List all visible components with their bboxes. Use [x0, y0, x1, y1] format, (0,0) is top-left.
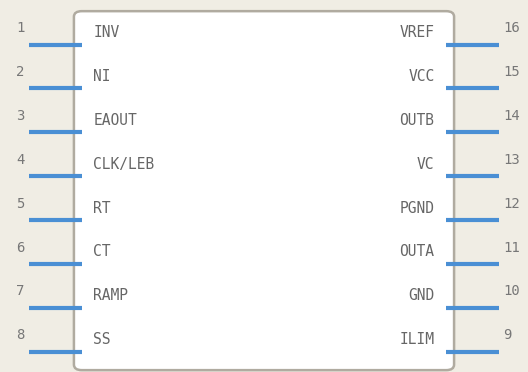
Text: CLK/LEB: CLK/LEB	[93, 157, 155, 172]
Text: GND: GND	[408, 288, 435, 303]
Text: SS: SS	[93, 332, 111, 347]
FancyBboxPatch shape	[74, 11, 454, 370]
Text: ILIM: ILIM	[400, 332, 435, 347]
Text: RT: RT	[93, 201, 111, 215]
Text: PGND: PGND	[400, 201, 435, 215]
Text: 7: 7	[16, 285, 25, 298]
Text: 13: 13	[503, 153, 520, 167]
Text: 8: 8	[16, 328, 25, 342]
Text: INV: INV	[93, 25, 120, 40]
Text: OUTA: OUTA	[400, 244, 435, 259]
Text: VC: VC	[417, 157, 435, 172]
Text: 16: 16	[503, 21, 520, 35]
Text: 4: 4	[16, 153, 25, 167]
Text: CT: CT	[93, 244, 111, 259]
Text: RAMP: RAMP	[93, 288, 128, 303]
Text: VREF: VREF	[400, 25, 435, 40]
Text: 5: 5	[16, 197, 25, 211]
Text: 6: 6	[16, 241, 25, 254]
Text: 11: 11	[503, 241, 520, 254]
Text: 10: 10	[503, 285, 520, 298]
Text: 2: 2	[16, 65, 25, 79]
Text: 12: 12	[503, 197, 520, 211]
Text: OUTB: OUTB	[400, 113, 435, 128]
Text: 3: 3	[16, 109, 25, 123]
Text: 14: 14	[503, 109, 520, 123]
Text: VCC: VCC	[408, 69, 435, 84]
Text: 9: 9	[503, 328, 512, 342]
Text: EAOUT: EAOUT	[93, 113, 137, 128]
Text: 15: 15	[503, 65, 520, 79]
Text: 1: 1	[16, 21, 25, 35]
Text: NI: NI	[93, 69, 111, 84]
